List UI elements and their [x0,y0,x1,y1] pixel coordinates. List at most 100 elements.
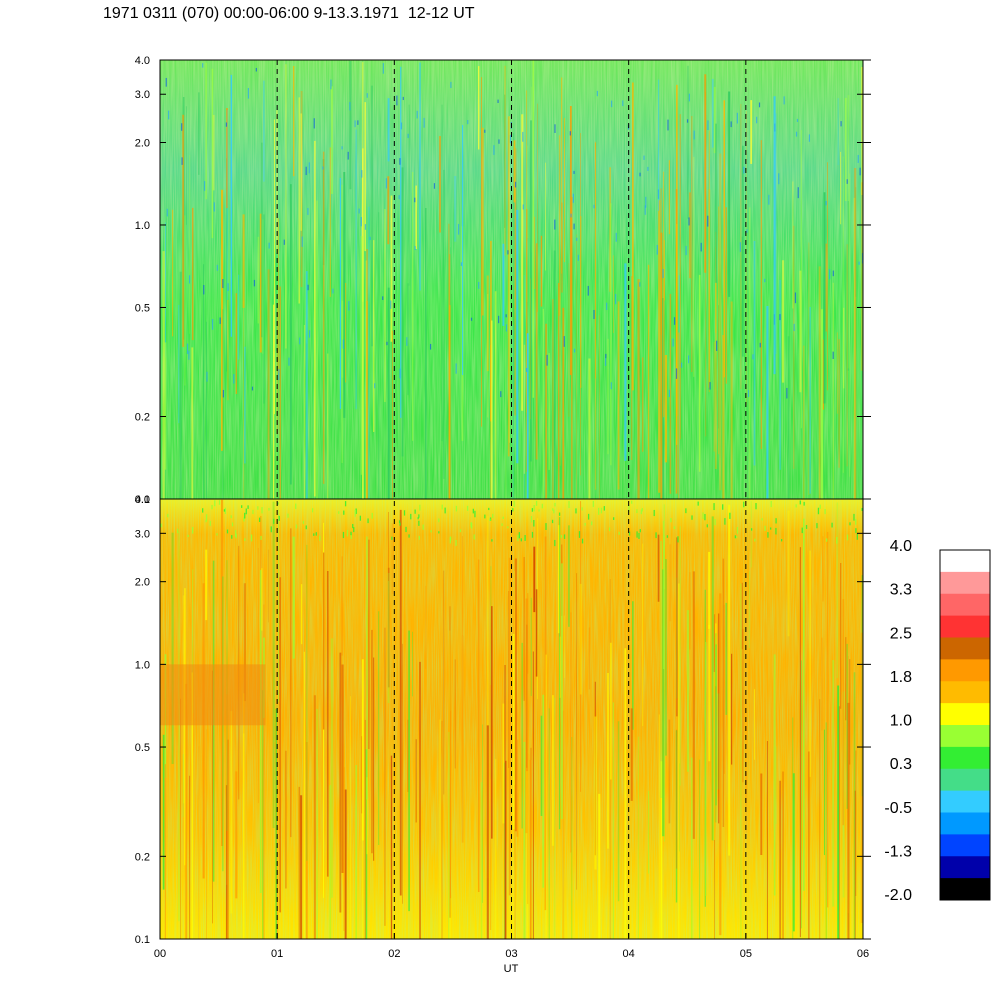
lower-speckle [673,526,676,530]
lower-speckle [391,536,393,540]
lower-speckle [287,513,289,518]
lower-speckle [470,522,472,528]
lower-speckle [691,515,693,520]
lower-speckle [706,524,708,528]
upper-speckle [332,288,334,294]
upper-speckle [470,317,473,321]
lower-speckle [713,503,715,511]
upper-speckle [794,292,797,304]
upper-speckle [478,281,480,289]
lower-speckle [769,527,772,530]
upper-speckle [307,207,309,215]
upper-speckle [656,244,658,255]
upper-speckle [165,77,167,87]
upper-speckle [399,368,401,379]
lower-speckle [767,532,769,538]
upper-speckle [299,337,301,345]
upper-speckle [554,124,556,133]
lower-speckle [344,501,347,507]
upper-speckle [758,102,761,108]
upper-speckle [255,67,257,72]
upper-speckle [573,170,575,174]
chart-title: 1971 0311 (070) 00:00-06:00 9-13.3.1971 … [103,5,475,22]
lower-speckle [295,503,297,509]
upper-speckle [858,261,860,265]
upper-speckle [522,204,524,210]
upper-speckle [593,309,595,320]
y-tick-label: 0.1 [135,934,150,946]
lower-speckle [202,508,204,513]
upper-speckle [225,122,228,127]
upper-speckle [382,63,384,74]
upper-speckle [202,63,204,68]
upper-speckle [783,96,785,105]
lower-speckle [552,508,554,511]
lower-speckle [438,518,440,523]
y-tick-label: 0.5 [135,302,150,314]
colorbar: 4.0 3.3 2.5 1.8 1.0 0.3 -0.5 -1.3 -2.0 [884,538,991,904]
upper-speckle [577,254,579,261]
upper-speckle [211,319,214,330]
lower-speckle [247,505,249,509]
lower-speckle [313,533,315,536]
lower-speckle [538,509,540,512]
lower-speckle [418,535,420,540]
lower-speckle [541,503,543,509]
lower-speckle [535,500,538,506]
lower-speckle [853,513,855,521]
upper-speckle [278,369,280,381]
colorbar-tick-label: 4.0 [890,538,912,555]
x-tick-label: 02 [388,948,400,960]
lower-speckle [231,522,234,527]
lower-speckle [444,507,446,514]
upper-speckle [840,121,842,127]
colorbar-tick-label: 0.3 [890,756,912,773]
upper-speckle [514,181,517,188]
lower-speckle [350,531,352,536]
lower-speckle [736,527,739,534]
lower-speckle [856,533,858,540]
upper-speckle [222,279,224,289]
lower-speckle [554,502,556,507]
lower-speckle [799,500,801,505]
lower-speckle [295,524,298,529]
upper-speckle [313,118,315,129]
lower-speckle [473,534,475,540]
lower-speckle [819,504,821,509]
upper-speckle [505,314,507,318]
lower-speckle [685,508,687,514]
lower-speckle [408,534,410,538]
colorbar-swatch [940,550,990,573]
upper-speckle [707,215,709,227]
lower-speckle [260,535,262,540]
upper-speckle [615,232,617,242]
upper-speckle [739,242,741,252]
colorbar-swatch [940,856,990,879]
lower-speckle [418,520,420,526]
upper-speckle [227,283,229,292]
upper-speckle [736,112,738,124]
upper-speckle [829,269,831,280]
upper-speckle [268,242,270,249]
upper-speckle [188,275,191,284]
upper-speckle [385,178,387,189]
upper-speckle [361,170,363,178]
upper-speckle [186,343,189,354]
lower-speckle [554,539,556,547]
lower-panel-streaks [160,499,863,939]
colorbar-tick-label: 2.5 [890,625,912,642]
upper-speckle [251,386,254,391]
upper-speckle [433,183,436,189]
lower-speckle [466,505,469,511]
lower-speckle [319,535,321,541]
lower-speckle [598,507,600,515]
lower-speckle [517,534,519,542]
upper-speckle [604,358,607,366]
lower-speckle [244,512,246,519]
lower-speckle [367,518,369,524]
lower-speckle [273,518,275,524]
upper-speckle [680,362,683,368]
y-tick-label: 1.0 [135,659,150,671]
lower-speckle [638,532,640,539]
upper-speckle [505,324,508,332]
